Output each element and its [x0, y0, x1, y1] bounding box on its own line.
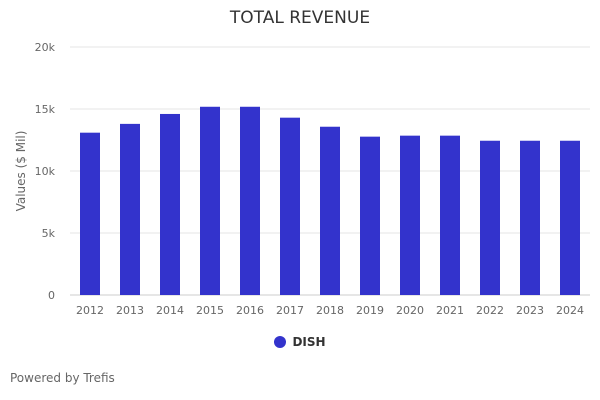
x-tick-label: 2017 [276, 304, 304, 317]
y-tick-label: 20k [35, 41, 56, 54]
x-tick-label: 2015 [196, 304, 224, 317]
powered-by-credit[interactable]: Powered by Trefis [10, 371, 115, 385]
x-tick-label: 2021 [436, 304, 464, 317]
bar-2020 [400, 135, 420, 295]
bar-2016 [240, 106, 260, 295]
x-tick-label: 2020 [396, 304, 424, 317]
x-tick-label: 2024 [556, 304, 584, 317]
y-tick-label: 5k [42, 227, 56, 240]
x-tick-label: 2023 [516, 304, 544, 317]
x-tick-label: 2014 [156, 304, 184, 317]
bar-2022 [480, 140, 500, 295]
bar-2012 [80, 132, 100, 295]
bar-chart: 0 5k 10k 15k 20k Values ($ Mil) 2012 2013 2014 20… [14, 41, 590, 317]
y-tick-label: 10k [35, 165, 56, 178]
x-tick-label: 2019 [356, 304, 384, 317]
bar-2024 [560, 140, 580, 295]
bar-2023 [520, 140, 540, 295]
bar-2015 [200, 106, 220, 295]
y-tick-label: 0 [48, 289, 55, 302]
y-tick-label: 15k [35, 103, 56, 116]
legend-label: DISH [292, 335, 326, 349]
bar-2021 [440, 135, 460, 295]
chart-title: TOTAL REVENUE [229, 8, 371, 28]
legend-marker-icon [274, 336, 287, 348]
x-tick-label: 2013 [116, 304, 144, 317]
x-tick-label: 2018 [316, 304, 344, 317]
x-tick-label: 2012 [76, 304, 104, 317]
x-tick-label: 2016 [236, 304, 264, 317]
bar-2017 [280, 117, 300, 296]
legend[interactable]: DISH [0, 335, 600, 349]
x-tick-label: 2022 [476, 304, 504, 317]
bar-2019 [360, 136, 380, 295]
bar-2014 [160, 113, 180, 296]
y-axis-label: Values ($ Mil) [14, 131, 28, 212]
bar-2018 [320, 126, 340, 296]
bar-2013 [120, 123, 140, 295]
